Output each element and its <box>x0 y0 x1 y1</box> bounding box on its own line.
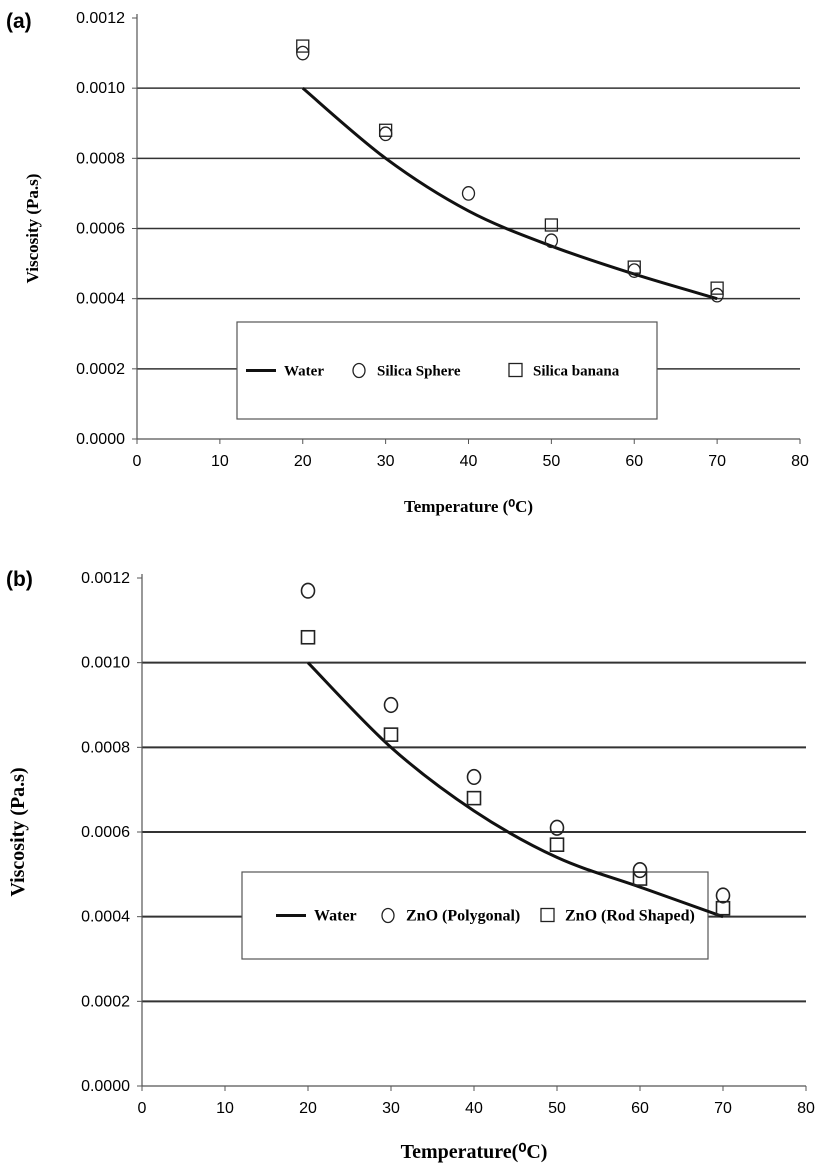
y-tick-label: 0.0008 <box>76 150 125 167</box>
data-point-circle <box>715 887 731 904</box>
data-point-square <box>466 790 482 806</box>
data-point-square <box>715 900 731 916</box>
chart-b: 0.0000 0.0002 0.0004 0.0006 0.0008 0.0010 0.00… <box>7 570 815 1163</box>
data-point-circle <box>461 186 476 201</box>
data-point-square <box>549 837 565 853</box>
legend-swatch-circle <box>352 362 366 379</box>
x-tick-label: 60 <box>631 1100 649 1117</box>
legend-swatch-circle <box>381 907 395 924</box>
chart-a: 0.0000 0.0002 0.0004 0.0006 0.0008 0.0010 0.00… <box>23 10 809 516</box>
series-line-water <box>301 87 718 301</box>
y-tick-label: 0.0004 <box>76 291 125 308</box>
y-tick-label: 0.0010 <box>76 80 125 97</box>
x-tick-label: 20 <box>299 1100 317 1117</box>
data-point-circle <box>296 45 310 61</box>
data-point-circle <box>549 819 565 836</box>
y-axis-title: Viscosity (Pa.s) <box>7 767 29 896</box>
y-axis-title: Viscosity (Pa.s) <box>23 174 42 284</box>
legend-box <box>241 871 709 960</box>
x-tick-label: 10 <box>216 1100 234 1117</box>
y-tick-label: 0.0012 <box>76 10 125 27</box>
x-axis-title: Temperature(⁰C) <box>401 1141 548 1163</box>
x-tick-label: 30 <box>377 453 395 470</box>
data-point-square <box>627 260 641 274</box>
x-tick-label: 70 <box>708 453 726 470</box>
data-point-square <box>544 218 559 232</box>
x-tick-label: 0 <box>138 1100 147 1117</box>
data-point-square <box>296 39 310 53</box>
data-point-circle <box>710 287 724 303</box>
panel-label-a: (a) <box>6 10 32 33</box>
legend-label: Water <box>284 364 324 380</box>
x-tick-label: 10 <box>211 453 229 470</box>
x-tick-label: 50 <box>542 453 560 470</box>
x-tick-label: 60 <box>625 453 643 470</box>
legend-label: Silica banana <box>533 364 620 380</box>
y-tick-label: 0.0004 <box>81 909 130 926</box>
data-point-circle <box>466 768 482 786</box>
x-tick-label: 20 <box>294 453 312 470</box>
data-point-square <box>632 871 648 886</box>
legend-label: ZnO (Polygonal) <box>406 908 520 925</box>
data-point-square <box>378 123 393 137</box>
x-tick-label: 30 <box>382 1100 400 1117</box>
data-point-circle <box>632 862 648 879</box>
x-tick-label: 0 <box>133 453 142 470</box>
data-point-square <box>300 629 316 645</box>
legend-label: ZnO (Rod Shaped) <box>565 908 695 925</box>
legend-label: Water <box>314 908 357 925</box>
data-point-circle <box>383 696 399 714</box>
y-tick-label: 0.0002 <box>76 361 125 378</box>
chart-panel-a: (a) 0.0000 0.0002 0.0004 0.0006 0.0008 0.0010… <box>0 0 818 560</box>
x-axis-title: Temperature (⁰C) <box>404 497 533 516</box>
y-tick-label: 0.0008 <box>81 739 130 756</box>
y-tick-label: 0.0000 <box>81 1078 130 1095</box>
legend-swatch-square <box>508 362 523 378</box>
y-tick-label: 0.0006 <box>81 824 130 841</box>
data-point-circle <box>544 233 559 249</box>
data-point-square <box>710 281 724 295</box>
data-point-circle <box>378 126 393 142</box>
x-tick-label: 40 <box>465 1100 483 1117</box>
x-tick-label: 70 <box>714 1100 732 1117</box>
data-point-square <box>383 727 399 742</box>
x-tick-label: 50 <box>548 1100 566 1117</box>
series-line-water <box>306 661 724 919</box>
legend-swatch-square <box>540 907 555 923</box>
chart-panel-b: (b) 0.0000 0.0002 0.0004 0.0006 0.0008 0.0010… <box>0 560 818 1172</box>
x-tick-label: 80 <box>797 1100 815 1117</box>
y-tick-label: 0.0002 <box>81 993 130 1010</box>
x-tick-label: 40 <box>460 453 478 470</box>
data-point-circle <box>300 582 316 599</box>
y-tick-label: 0.0010 <box>81 655 130 672</box>
y-tick-label: 0.0000 <box>76 431 125 448</box>
y-tick-label: 0.0012 <box>81 570 130 587</box>
panel-label-b: (b) <box>6 568 33 591</box>
y-tick-label: 0.0006 <box>76 221 125 238</box>
x-tick-label: 80 <box>791 453 809 470</box>
legend-label: Silica Sphere <box>377 364 461 380</box>
legend-box <box>236 321 658 420</box>
